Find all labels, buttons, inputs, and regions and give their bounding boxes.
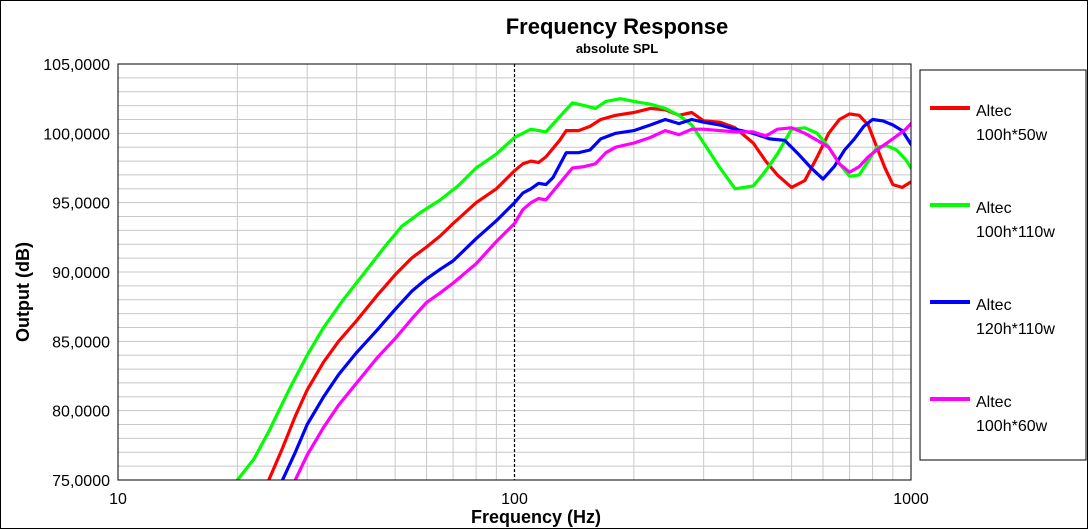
series-line-3 <box>280 117 911 480</box>
x-tick-label: 100 <box>501 491 528 508</box>
legend-label-4: 100h*60w <box>976 418 1048 435</box>
legend-label-1: Altec <box>976 103 1012 120</box>
y-tick-label: 105,0000 <box>43 57 110 74</box>
x-axis-label: Frequency (Hz) <box>471 507 601 527</box>
y-axis-label: Output (dB) <box>13 242 33 342</box>
y-tick-label: 75,0000 <box>52 473 110 490</box>
legend-label-3: 120h*110w <box>976 321 1055 338</box>
legend-label-4: Altec <box>976 394 1012 411</box>
chart-subtitle: absolute SPL <box>576 41 658 56</box>
x-tick-label: 1000 <box>893 491 929 508</box>
y-tick-label: 90,0000 <box>52 265 110 282</box>
legend-box <box>919 69 1087 461</box>
plot-series <box>235 97 911 480</box>
x-tick-label: 10 <box>109 491 127 508</box>
legend-label-2: Altec <box>976 200 1012 217</box>
series-line-4 <box>293 122 911 480</box>
y-tick-label: 95,0000 <box>52 196 110 213</box>
grid <box>118 64 911 480</box>
legend-label-3: Altec <box>976 297 1012 314</box>
legend-label-1: 100h*50w <box>976 127 1048 144</box>
series-line-2 <box>235 97 911 480</box>
plot-area-border <box>117 63 912 481</box>
y-tick-label: 85,0000 <box>52 334 110 351</box>
y-tick-label: 100,0000 <box>43 126 110 143</box>
legend-label-2: 100h*110w <box>976 224 1055 241</box>
legend: Altec 100h*50w Altec 100h*110w Altec 120h*110… <box>919 69 1087 461</box>
axis-ticks: 75,0000 80,0000 85,0000 90,0000 95,0000 100,0… <box>43 57 929 508</box>
y-tick-label: 80,0000 <box>52 404 110 421</box>
chart-title: Frequency Response <box>506 14 729 39</box>
series-line-1 <box>267 106 911 480</box>
